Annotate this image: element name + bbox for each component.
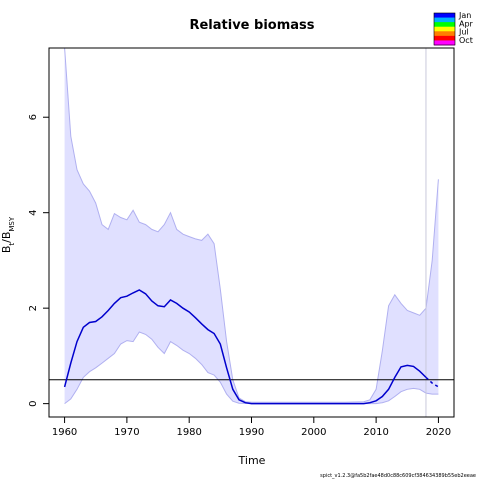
chart-title: Relative biomass <box>189 18 314 33</box>
legend-box <box>433 12 456 46</box>
y-label-sub-t: t <box>8 243 16 246</box>
x-tick-label: 1980 <box>176 427 201 438</box>
x-tick-label: 1960 <box>52 427 77 438</box>
y-label-sub-msy: MSY <box>8 216 16 231</box>
version-stamp: spict_v1.2.3@fa5b2fae48d0c88c609cf384634… <box>320 473 476 479</box>
y-label-main: B <box>0 246 13 254</box>
x-tick-label: 1970 <box>114 427 139 438</box>
ci-upper-line <box>64 47 439 403</box>
legend-label: Apr <box>459 19 474 28</box>
y-label-mid: /B <box>0 232 13 243</box>
y-tick-label: 4 <box>28 210 39 216</box>
forecast-line <box>425 376 439 388</box>
legend-color-swatch <box>434 13 455 19</box>
legend-color-swatch <box>434 31 455 37</box>
y-tick-label: 2 <box>28 305 39 311</box>
y-tick-label: 6 <box>28 114 39 120</box>
x-axis: 1960 1970 1980 1990 2000 2010 2020 <box>52 417 451 438</box>
y-tick-label: 0 <box>28 400 39 406</box>
x-tick-label: 2000 <box>301 427 326 438</box>
legend-color-swatch <box>434 26 455 32</box>
ci-lower-line <box>64 331 439 405</box>
ci-band-area <box>64 48 439 404</box>
estimate-line <box>63 289 427 405</box>
confidence-band <box>64 47 439 405</box>
x-tick-label: 2020 <box>426 427 451 438</box>
legend-color-swatch <box>434 40 455 46</box>
lines-layer <box>49 48 454 417</box>
y-axis: 0 2 4 6 <box>28 114 49 407</box>
legend-label: Jan <box>458 11 471 20</box>
y-axis-label: Bt/BMSY <box>0 216 16 253</box>
legend-label: Jul <box>458 28 469 37</box>
legend-color-swatch <box>434 17 455 23</box>
legend-color-swatch <box>434 35 455 41</box>
x-tick-label: 2010 <box>363 427 388 438</box>
legend-color-swatch <box>434 22 455 28</box>
legend-label: Oct <box>459 36 473 45</box>
x-tick-label: 1990 <box>239 427 264 438</box>
x-axis-label: Time <box>238 454 266 467</box>
